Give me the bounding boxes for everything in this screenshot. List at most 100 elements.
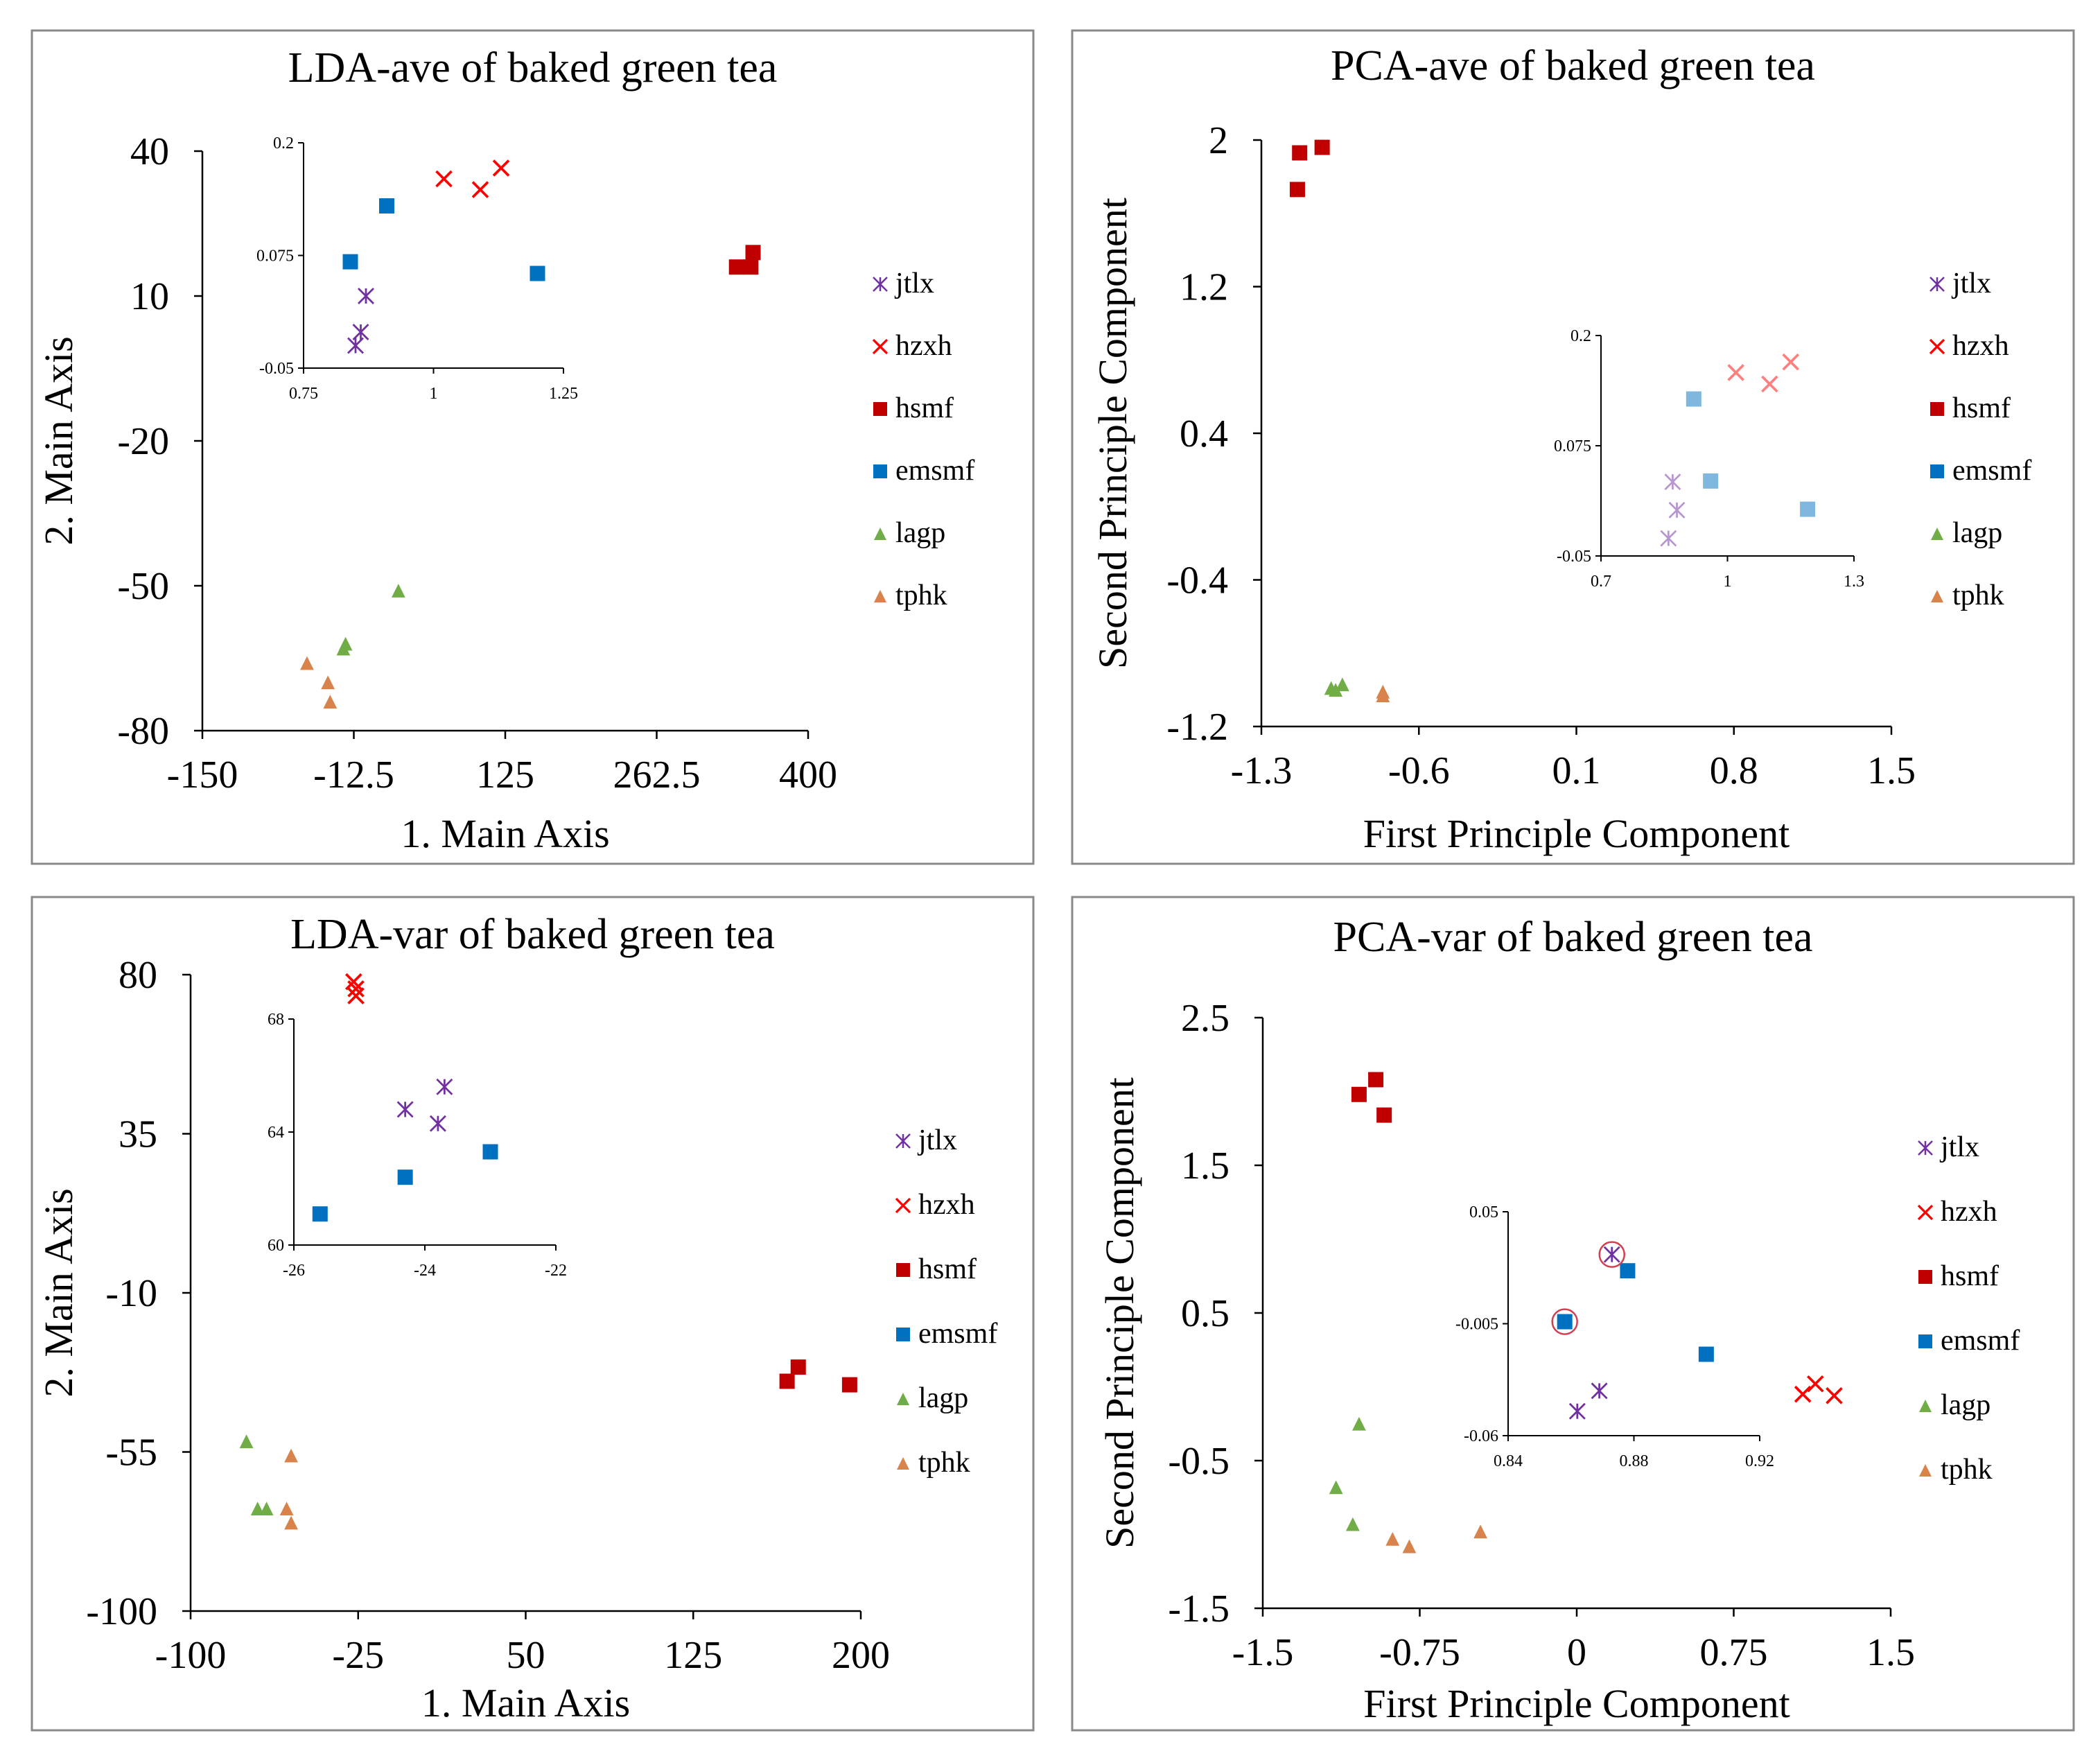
x-tick-label: 0.75 <box>1700 1631 1768 1674</box>
legend-marker-jtlx <box>895 1133 911 1149</box>
inset-y-tick-label: 0.2 <box>273 134 294 153</box>
legend-label-hzxh: hzxh <box>918 1189 975 1221</box>
x-tick-label: -25 <box>332 1634 384 1677</box>
y-tick-label: 40 <box>130 130 169 173</box>
data-point-lagp <box>391 584 405 598</box>
highlight-circle <box>1551 1308 1578 1335</box>
x-tick-label: 1.5 <box>1866 1631 1915 1674</box>
data-point-tphk <box>1473 1524 1487 1539</box>
inset-x-tick-label: 1 <box>430 385 438 403</box>
data-point-hsmf <box>1351 1086 1367 1102</box>
data-point-hsmf <box>728 259 744 275</box>
data-point-tphk <box>1402 1539 1417 1554</box>
inset-plot: 0.7 1 1.3 -0.05 0.075 0.2 <box>1554 327 1864 591</box>
x-tick-label: 1.5 <box>1867 749 1916 792</box>
inset-x-tick-label: -22 <box>545 1262 567 1280</box>
x-tick-label: -12.5 <box>313 754 394 797</box>
data-point-hzxh <box>1806 1375 1824 1393</box>
chart-title: LDA-var of baked green tea <box>290 911 775 958</box>
legend-marker-tphk <box>1919 1464 1932 1477</box>
inset-y-tick-label: -0.06 <box>1464 1427 1498 1445</box>
inset-point-emsmf <box>397 1169 413 1185</box>
inset-x-tick-label: 1 <box>1724 573 1732 591</box>
inset-point-emsmf <box>312 1206 328 1222</box>
inset-x-tick-label: 1.25 <box>549 385 578 403</box>
x-axis-label: 1. Main Axis <box>421 1680 630 1725</box>
legend-marker-lagp <box>1931 528 1943 540</box>
data-point-lagp <box>1329 1480 1343 1495</box>
legend-marker-tphk <box>874 590 886 602</box>
inset-x-tick-label: 0.84 <box>1494 1452 1523 1470</box>
inset-y-tick-label: 64 <box>268 1124 284 1142</box>
y-tick-label: 2.5 <box>1181 997 1230 1040</box>
y-tick-label: 10 <box>130 275 169 318</box>
inset-plot: 0.75 1 1.25 -0.05 0.075 0.2 <box>256 134 578 403</box>
inset-point-hzxh <box>1782 353 1800 371</box>
y-tick-label: 2 <box>1209 119 1228 162</box>
data-point-hsmf <box>790 1359 806 1375</box>
x-tick-label: 0 <box>1567 1631 1586 1674</box>
inset-y-tick-label: 0.2 <box>1570 327 1591 345</box>
inset-point-jtlx <box>1568 1402 1586 1420</box>
y-axis-label: 2. Main Axis <box>36 1188 81 1397</box>
x-tick-label: 200 <box>832 1634 890 1677</box>
inset-point-hzxh <box>1761 375 1778 393</box>
legend-marker-emsmf <box>1918 1334 1932 1348</box>
data-point-hzxh <box>1794 1385 1812 1403</box>
inset-y-tick-label: 0.075 <box>256 247 294 266</box>
inset-point-emsmf <box>342 254 358 270</box>
data-point-tphk <box>284 1515 298 1530</box>
legend-marker-lagp <box>874 528 886 540</box>
inset-y-tick-label: -0.05 <box>1557 548 1591 566</box>
inset-point-emsmf <box>1620 1263 1636 1279</box>
inset-point-emsmf <box>530 266 545 281</box>
inset-point-jtlx <box>436 1078 453 1095</box>
legend-marker-lagp <box>1919 1400 1932 1412</box>
inset-y-tick-label: -0.05 <box>259 360 294 378</box>
inset-plot: -26 -24 -22 60 64 68 <box>268 1011 567 1280</box>
data-point-tphk <box>279 1502 294 1515</box>
data-point-lagp <box>239 1434 254 1449</box>
y-tick-label: -100 <box>86 1590 157 1633</box>
data-point-lagp <box>259 1502 274 1515</box>
legend-label-hsmf: hsmf <box>918 1253 977 1285</box>
legend-marker-emsmf <box>1930 464 1944 478</box>
data-point-lagp <box>1329 683 1343 697</box>
legend-label-tphk: tphk <box>1952 580 2004 611</box>
y-tick-label: 1.2 <box>1180 266 1228 309</box>
legend-marker-hsmf <box>896 1263 910 1277</box>
inset-plot: 0.84 0.88 0.92 -0.06 -0.005 0.05 <box>1455 1203 1774 1470</box>
legend-label-jtlx: jtlx <box>1951 268 1991 299</box>
chart-title: PCA-var of baked green tea <box>1333 914 1812 961</box>
legend-marker-hzxh <box>872 338 889 355</box>
data-point-hzxh <box>1826 1386 1843 1404</box>
x-tick-label: -150 <box>167 754 238 797</box>
panel-frame <box>1071 896 2075 1732</box>
inset-point-emsmf <box>1557 1314 1573 1330</box>
legend-marker-emsmf <box>896 1328 910 1341</box>
legend-marker-hzxh <box>1929 338 1945 355</box>
data-point-lagp <box>1345 1517 1360 1531</box>
inset-point-jtlx <box>1668 501 1686 519</box>
data-point-hsmf <box>779 1373 795 1389</box>
inset-point-hzxh <box>492 159 510 177</box>
inset-point-jtlx <box>347 337 364 354</box>
legend-label-tphk: tphk <box>1941 1454 1993 1486</box>
data-point-tphk <box>1376 688 1390 702</box>
y-tick-label: -1.2 <box>1166 706 1228 749</box>
x-tick-label: 0.1 <box>1552 749 1601 792</box>
legend-marker-hzxh <box>895 1197 911 1214</box>
data-point-hzxh <box>347 980 365 998</box>
legend-marker-jtlx <box>1930 277 1945 292</box>
x-axis-label: First Principle Component <box>1363 811 1790 856</box>
data-point-lagp <box>1352 1416 1366 1431</box>
y-tick-label: 0.4 <box>1180 412 1228 455</box>
y-tick-label: -0.4 <box>1166 559 1228 602</box>
inset-y-tick-label: 68 <box>268 1011 284 1029</box>
y-tick-label: -0.5 <box>1168 1440 1230 1483</box>
x-tick-label: 125 <box>476 754 534 797</box>
panel-frame <box>30 29 1035 865</box>
inset-x-tick-label: 0.7 <box>1591 573 1611 591</box>
legend-label-lagp: lagp <box>1952 517 2002 549</box>
